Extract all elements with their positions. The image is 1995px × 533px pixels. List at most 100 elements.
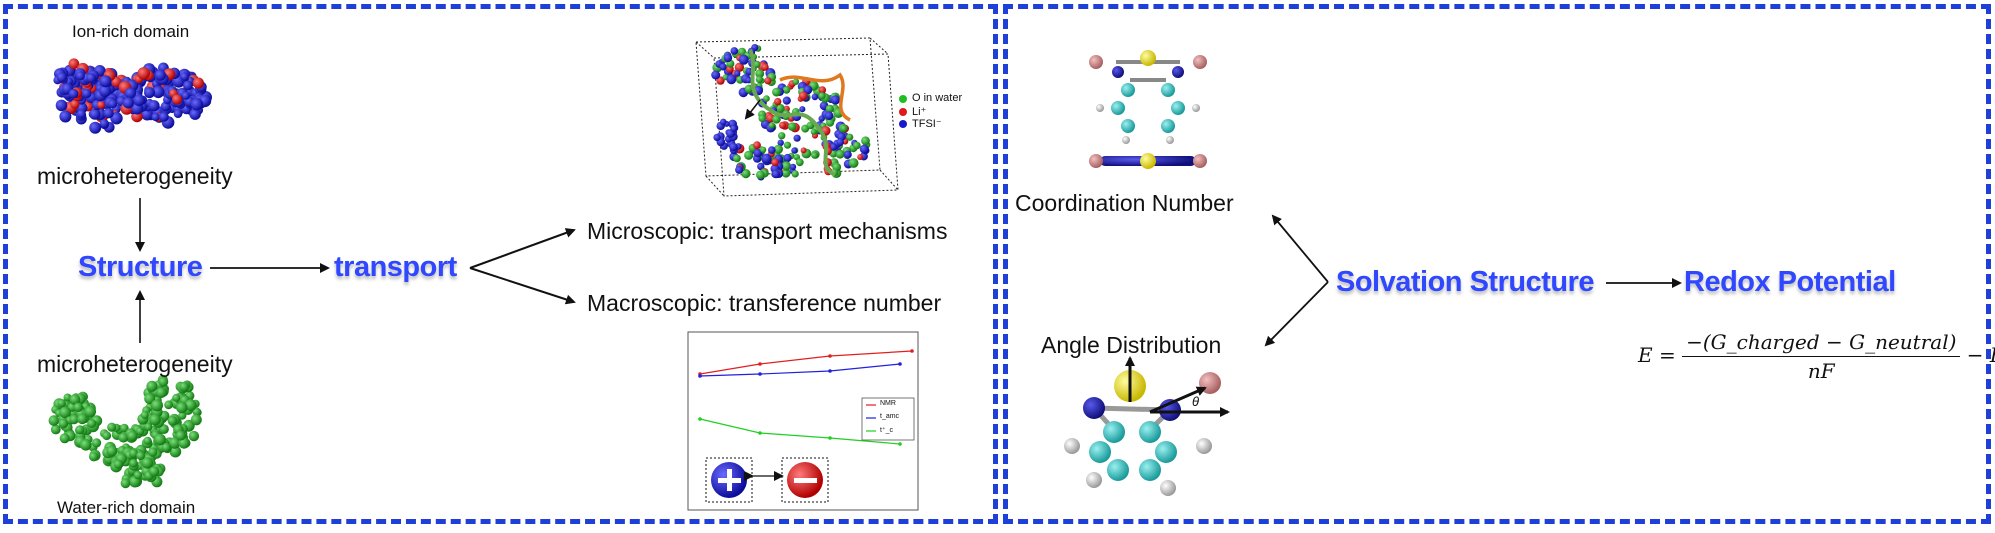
atom-sphere xyxy=(102,431,112,441)
atom-sphere xyxy=(183,80,193,91)
plot-legend-nmr: NMR xyxy=(880,400,896,407)
atom-sphere xyxy=(764,77,772,85)
atom-sphere xyxy=(789,163,797,171)
atom-sphere xyxy=(136,451,146,461)
atom-sphere xyxy=(58,418,69,429)
atom-sphere xyxy=(859,144,869,154)
redox-formula: E = −(G_charged − G_neutral) nF − E_ref xyxy=(1638,330,1995,383)
atom-sphere xyxy=(154,433,166,446)
atom-sphere xyxy=(86,73,96,83)
legend-dot-li xyxy=(899,108,907,116)
atom-sphere xyxy=(178,411,187,420)
atom-sphere xyxy=(57,399,66,408)
atom-sphere xyxy=(723,53,733,63)
atom-sphere xyxy=(730,125,738,132)
atom-sphere xyxy=(164,400,174,410)
atom-sphere xyxy=(755,69,765,78)
atom-sphere xyxy=(172,393,181,402)
atom-sphere xyxy=(113,459,123,469)
atom-sphere xyxy=(99,75,112,88)
atom-sphere xyxy=(89,121,102,134)
atom-sphere xyxy=(124,87,137,99)
atom-sphere xyxy=(729,142,738,152)
atom-sphere xyxy=(795,158,804,167)
arrow-to-angle xyxy=(1264,281,1329,347)
atom-sphere xyxy=(806,121,815,130)
atom-sphere xyxy=(154,69,166,81)
atom-sphere xyxy=(791,170,799,178)
atom-sphere xyxy=(89,452,99,462)
atom-sphere xyxy=(148,100,160,112)
formula-fraction: −(G_charged − G_neutral) nF xyxy=(1682,330,1961,383)
atom-sphere xyxy=(59,433,70,444)
microscopic-label: Microscopic: transport mechanisms xyxy=(587,218,948,244)
atom-sphere xyxy=(161,442,171,453)
atom-sphere xyxy=(81,88,92,99)
atom-sphere xyxy=(787,122,797,131)
atom-sphere xyxy=(80,439,92,451)
transport-label: transport xyxy=(334,251,457,283)
atom-sphere xyxy=(97,100,106,109)
atom-sphere xyxy=(120,423,129,433)
atom-sphere xyxy=(179,382,189,392)
simulation-box-image xyxy=(695,37,899,197)
atom-sphere xyxy=(761,153,772,164)
atom-sphere xyxy=(68,58,80,70)
atom-sphere xyxy=(818,86,827,94)
atom-sphere xyxy=(84,405,96,418)
atom-sphere xyxy=(840,125,848,132)
atom-sphere xyxy=(771,158,779,167)
atom-sphere xyxy=(768,122,775,129)
atom-sphere xyxy=(133,94,146,107)
ion-rich-label: Ion-rich domain xyxy=(72,22,190,41)
redox-potential-label: Redox Potential xyxy=(1684,266,1896,298)
atom-sphere xyxy=(793,134,801,142)
atom-sphere xyxy=(772,87,781,97)
atom-sphere xyxy=(852,141,861,150)
atom-sphere xyxy=(103,108,114,119)
atom-sphere xyxy=(146,380,158,392)
atom-sphere xyxy=(190,98,204,111)
atom-sphere xyxy=(156,387,167,398)
atom-sphere xyxy=(782,86,791,94)
atom-sphere xyxy=(719,63,727,71)
atom-sphere xyxy=(190,414,202,426)
atom-sphere xyxy=(107,422,117,432)
atom-sphere xyxy=(141,457,154,469)
formula-lhs: E = xyxy=(1638,343,1676,367)
atom-sphere xyxy=(122,97,134,109)
atom-sphere xyxy=(77,413,88,425)
atom-sphere xyxy=(69,394,81,405)
atom-sphere xyxy=(144,422,153,431)
atom-sphere xyxy=(783,141,792,149)
atom-sphere xyxy=(753,141,761,150)
atom-sphere xyxy=(846,133,854,141)
ion-rich-molecule-image xyxy=(53,58,212,134)
atom-sphere xyxy=(69,414,79,425)
atom-sphere xyxy=(720,118,727,126)
atom-sphere xyxy=(726,74,737,85)
atom-sphere xyxy=(143,436,152,445)
right-panel xyxy=(1003,4,1991,524)
atom-sphere xyxy=(68,88,79,99)
atom-sphere xyxy=(755,75,763,84)
plot-legend-tc: t⁺_c xyxy=(880,427,894,434)
atom-sphere xyxy=(843,150,852,159)
atom-sphere xyxy=(761,63,769,71)
atom-sphere xyxy=(70,99,80,109)
atom-sphere xyxy=(158,376,169,387)
atom-sphere xyxy=(760,146,767,153)
atom-sphere xyxy=(836,138,844,146)
atom-sphere xyxy=(127,430,138,442)
atom-sphere xyxy=(783,153,792,163)
angle-molecule-image xyxy=(1064,356,1230,496)
atom-sphere xyxy=(811,151,819,159)
coordination-molecule-image xyxy=(1089,50,1207,169)
formula-rhs: − E_ref xyxy=(1966,343,1995,367)
atom-sphere xyxy=(137,67,150,80)
atom-sphere xyxy=(75,71,85,81)
atom-sphere xyxy=(810,128,817,135)
atom-sphere xyxy=(800,147,807,154)
atom-sphere xyxy=(73,402,83,412)
atom-sphere xyxy=(87,419,97,428)
